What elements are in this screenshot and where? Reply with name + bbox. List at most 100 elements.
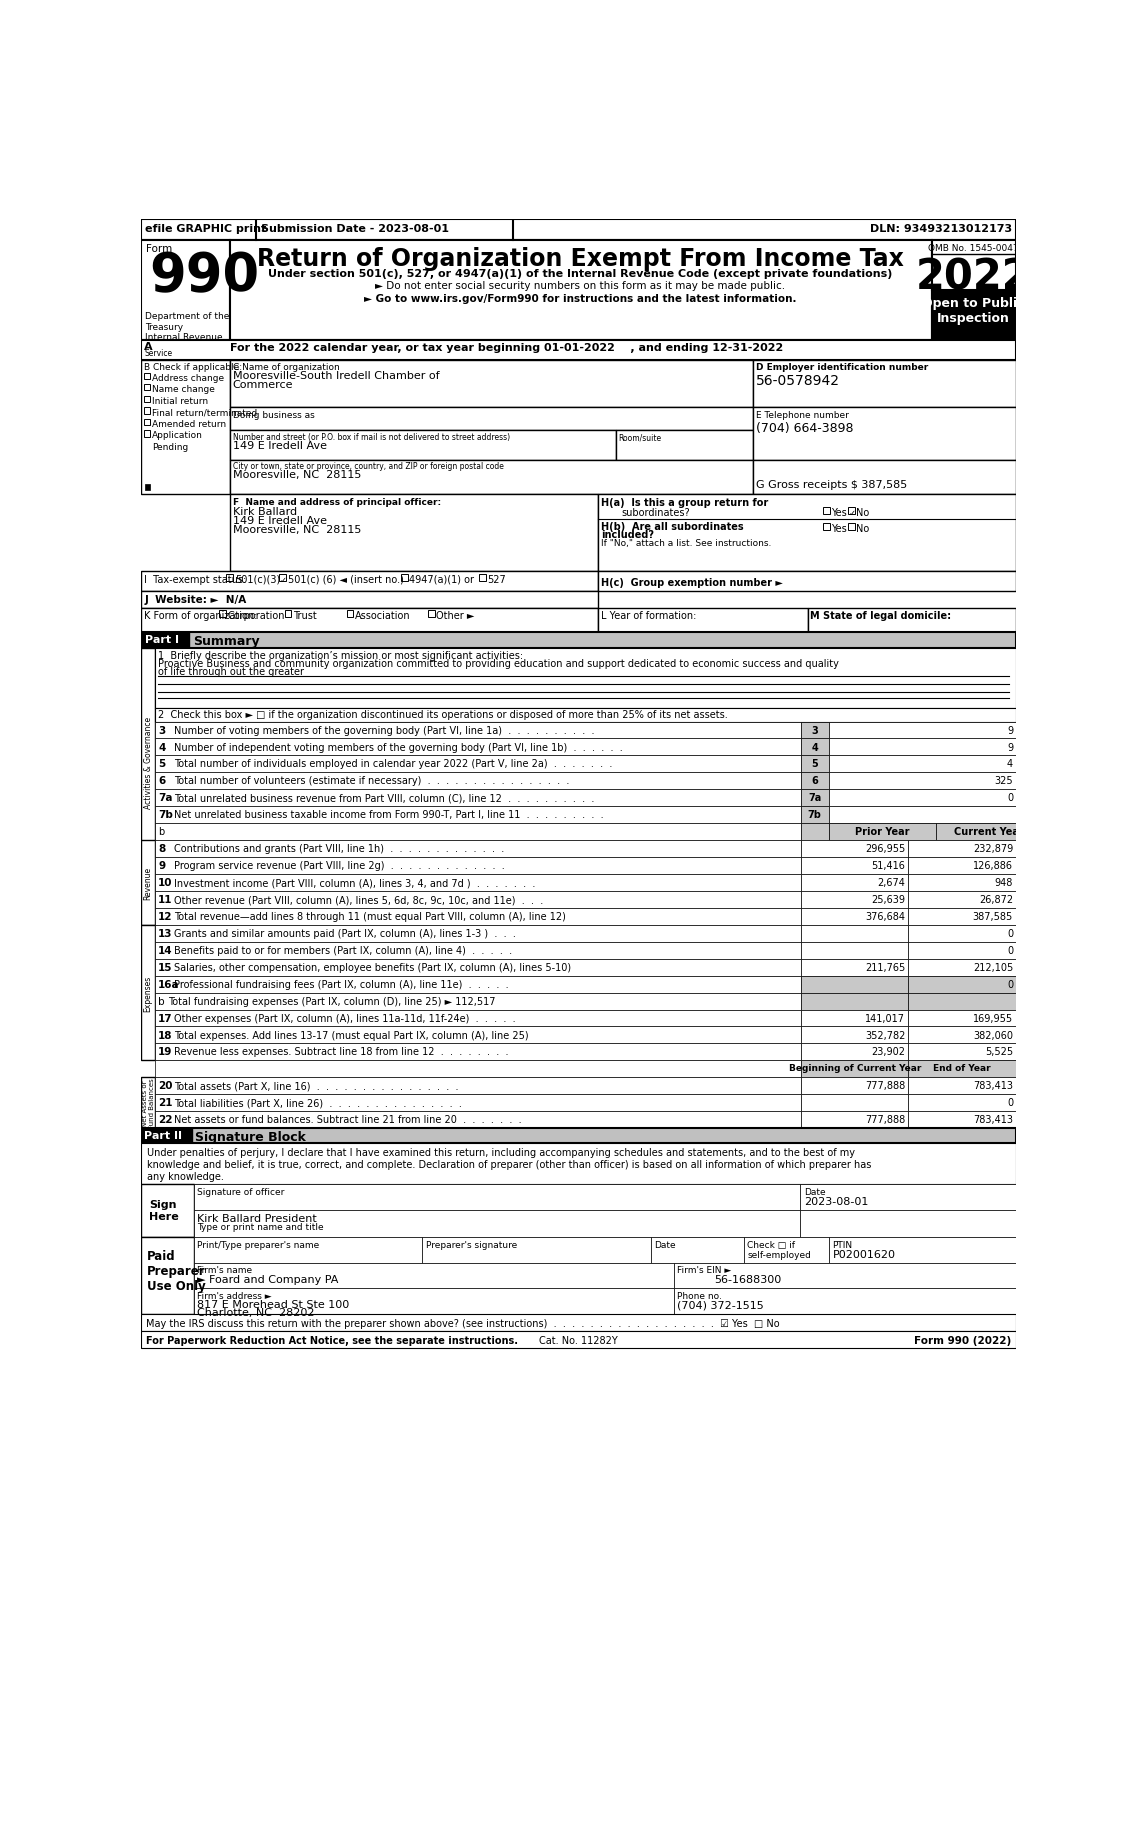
Bar [802,791,829,807]
Bar [422,1237,651,1263]
Text: 387,585: 387,585 [973,911,1013,922]
Bar [145,397,150,403]
Bar [616,432,753,461]
Text: 948: 948 [995,878,1013,888]
Text: 817 E Morehead St Ste 100: 817 E Morehead St Ste 100 [196,1299,349,1308]
Bar [141,1332,1016,1349]
Text: 2022: 2022 [916,256,1031,298]
Bar [141,220,1016,242]
Bar [909,994,1016,1010]
Bar [802,807,829,824]
Text: F  Name and address of principal officer:: F Name and address of principal officer: [233,498,440,507]
Bar [347,611,353,617]
Text: (704) 664-3898: (704) 664-3898 [755,423,854,436]
Text: 0: 0 [1007,928,1013,939]
Bar [829,791,1016,807]
Bar [829,807,1016,824]
Text: ► Foard and Company PA: ► Foard and Company PA [196,1276,339,1285]
Text: P02001620: P02001620 [832,1250,895,1259]
Text: Firm's EIN ►: Firm's EIN ► [677,1266,732,1274]
Bar [155,840,802,858]
Text: DLN: 93493213012173: DLN: 93493213012173 [870,223,1013,234]
Text: 9: 9 [1007,743,1013,752]
Text: 5: 5 [158,759,166,769]
Text: 0: 0 [1007,1098,1013,1107]
Bar [909,1111,1016,1129]
Bar [155,756,802,772]
Bar [230,432,616,461]
Bar [141,361,230,496]
Bar [802,1061,909,1078]
Text: 0: 0 [1007,946,1013,955]
Text: Total unrelated business revenue from Part VIII, column (C), line 12  .  .  .  .: Total unrelated business revenue from Pa… [174,792,594,803]
Text: Mooresville-South Iredell Chamber of: Mooresville-South Iredell Chamber of [233,371,439,381]
Bar [802,875,909,891]
Text: Application: Application [152,432,203,441]
Text: 11: 11 [158,895,173,904]
Text: 56-0578942: 56-0578942 [755,373,840,388]
Text: 141,017: 141,017 [865,1014,905,1023]
Bar [401,575,408,582]
Text: 3: 3 [158,725,166,736]
Bar [145,384,150,392]
Text: Prior Year: Prior Year [855,827,909,836]
Text: 10: 10 [158,878,173,888]
Text: PTIN: PTIN [832,1241,852,1250]
Text: Phone no.: Phone no. [677,1290,723,1299]
Bar [848,523,855,531]
Text: 4947(a)(1) or: 4947(a)(1) or [410,575,474,584]
Text: Under section 501(c), 527, or 4947(a)(1) of the Internal Revenue Code (except pr: Under section 501(c), 527, or 4947(a)(1)… [269,269,893,278]
Text: Kirk Ballard President: Kirk Ballard President [196,1213,316,1222]
Text: ✓: ✓ [280,575,287,584]
Bar [823,523,830,531]
Bar [141,1129,1016,1144]
Bar [141,1129,192,1144]
Text: of life through out the greater: of life through out the greater [158,666,304,677]
Bar [829,824,936,840]
Text: Current Year: Current Year [954,827,1024,836]
Text: L Year of formation:: L Year of formation: [601,611,697,620]
Text: 15: 15 [158,963,173,972]
Text: 3: 3 [812,725,819,736]
Bar [155,723,802,739]
Text: 6: 6 [158,776,166,787]
Bar [141,633,190,648]
Text: If "No," attach a list. See instructions.: If "No," attach a list. See instructions… [601,540,771,547]
Text: G Gross receipts $ 387,585: G Gross receipts $ 387,585 [755,479,907,490]
Text: H(a)  Is this a group return for: H(a) Is this a group return for [601,498,768,507]
Text: 23,902: 23,902 [872,1047,905,1058]
Text: included?: included? [601,529,654,540]
Bar [141,1314,1016,1332]
Text: (704) 372-1515: (704) 372-1515 [677,1299,764,1308]
Text: Investment income (Part VIII, column (A), lines 3, 4, and 7d )  .  .  .  .  .  .: Investment income (Part VIII, column (A)… [174,878,535,888]
Text: Final return/terminated: Final return/terminated [152,408,257,417]
Text: Return of Organization Exempt From Income Tax: Return of Organization Exempt From Incom… [257,247,904,271]
Bar [931,242,1016,340]
Text: Open to Public
Inspection: Open to Public Inspection [922,296,1025,324]
Bar [219,611,226,617]
Bar [155,1010,802,1027]
Text: Expenses: Expenses [143,975,152,1012]
Text: Address change: Address change [152,373,224,382]
Text: 9: 9 [158,860,165,871]
Bar [145,408,150,414]
Bar [141,608,598,633]
Bar [909,1043,1016,1061]
Text: Total fundraising expenses (Part IX, column (D), line 25) ► 112,517: Total fundraising expenses (Part IX, col… [168,996,496,1007]
Text: Other expenses (Part IX, column (A), lines 11a-11d, 11f-24e)  .  .  .  .  .: Other expenses (Part IX, column (A), lin… [174,1014,515,1023]
Text: Charlotte, NC  28202: Charlotte, NC 28202 [196,1307,314,1318]
Bar [155,975,802,994]
Bar [802,1111,909,1129]
Bar [829,723,1016,739]
Text: 149 E Iredell Ave: 149 E Iredell Ave [233,516,326,525]
Text: Net Assets or
Fund Balances: Net Assets or Fund Balances [141,1078,155,1129]
Bar [802,975,909,994]
Text: M State of legal domicile:: M State of legal domicile: [809,611,951,620]
Text: OMB No. 1545-0047: OMB No. 1545-0047 [928,243,1018,253]
Bar [155,1027,802,1043]
Text: J  Website: ►  N/A: J Website: ► N/A [145,595,246,604]
Bar [909,858,1016,875]
Text: E Telephone number: E Telephone number [755,410,849,419]
Bar [141,840,155,926]
Bar [802,723,829,739]
